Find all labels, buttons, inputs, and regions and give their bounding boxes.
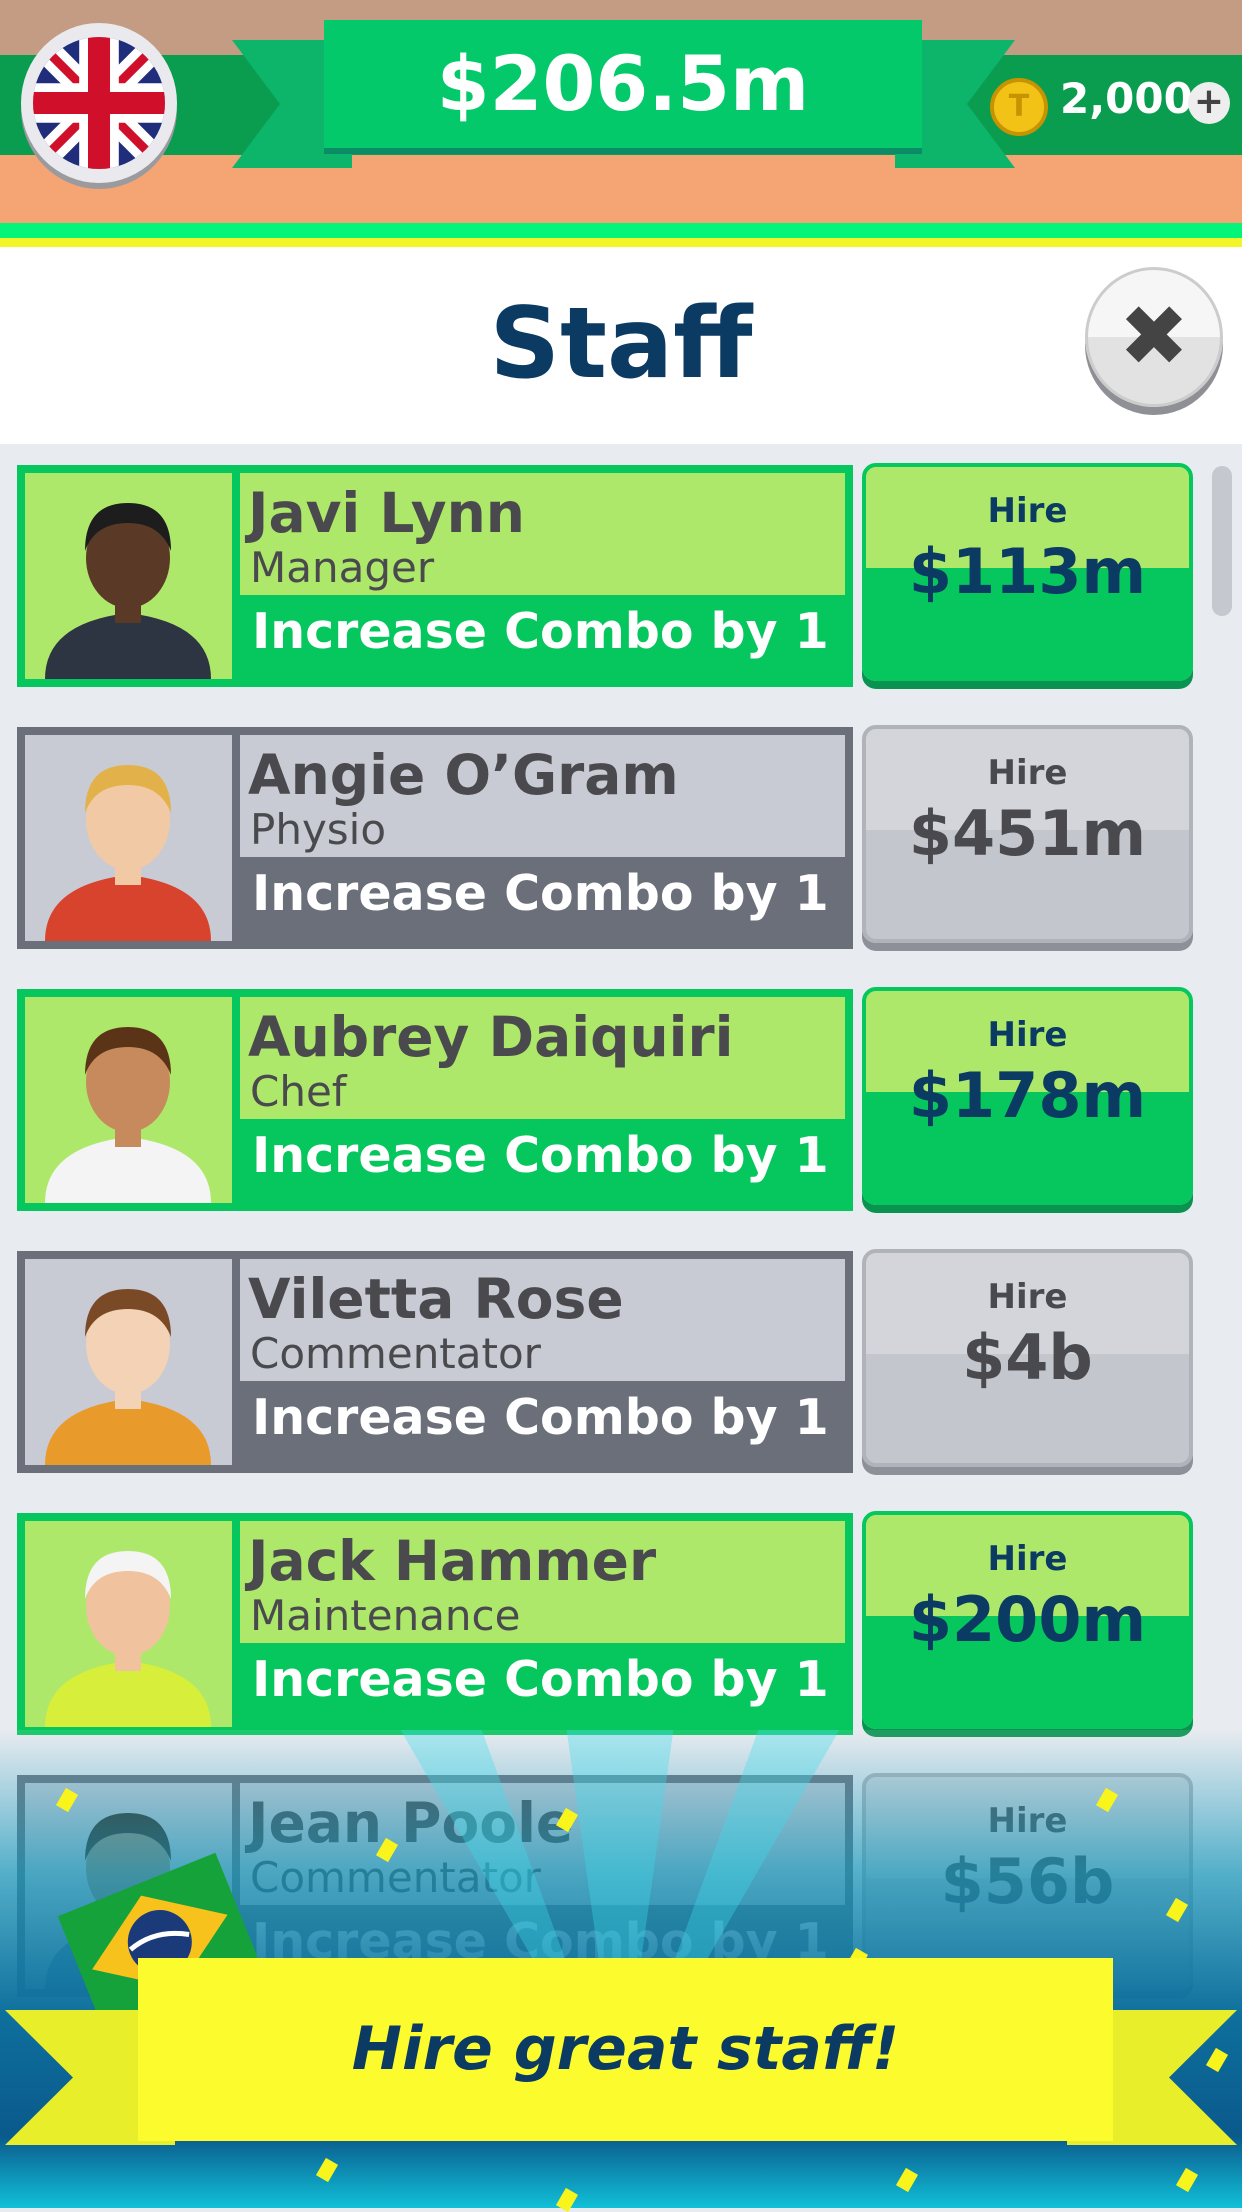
staff-header: Staff ✖: [0, 247, 1242, 444]
hire-button[interactable]: Hire $4b: [862, 1249, 1193, 1467]
staff-name: Javi Lynn: [248, 481, 525, 545]
staff-bonus: Increase Combo by 1: [240, 1381, 845, 1465]
hire-price: $4b: [962, 1321, 1093, 1394]
staff-role: Chef: [250, 1067, 347, 1116]
staff-portrait: [25, 1259, 240, 1465]
staff-name: Viletta Rose: [248, 1267, 624, 1331]
staff-row: Angie O’Gram Physio Increase Combo by 1 …: [17, 725, 1193, 949]
staff-card: Jack Hammer Maintenance Increase Combo b…: [17, 1513, 853, 1735]
hire-price: $113m: [908, 535, 1147, 608]
staff-bonus: Increase Combo by 1: [240, 1119, 845, 1203]
promo-banner: Hire great staff!: [138, 1958, 1113, 2141]
portrait-icon: [45, 1289, 211, 1465]
staff-portrait: [25, 997, 240, 1203]
staff-name: Aubrey Daiquiri: [248, 1005, 734, 1069]
hire-label: Hire: [987, 753, 1068, 793]
page-title: Staff: [489, 287, 753, 401]
portrait-icon: [45, 1551, 211, 1727]
portrait-icon: [45, 1027, 211, 1203]
staff-card: Aubrey Daiquiri Chef Increase Combo by 1: [17, 989, 853, 1211]
divider: [0, 238, 1242, 247]
staff-name: Angie O’Gram: [248, 743, 679, 807]
staff-role: Commentator: [250, 1329, 541, 1378]
staff-row: Aubrey Daiquiri Chef Increase Combo by 1…: [17, 987, 1193, 1211]
staff-bonus: Increase Combo by 1: [240, 1643, 845, 1727]
hire-button[interactable]: Hire $178m: [862, 987, 1193, 1205]
hire-label: Hire: [987, 491, 1068, 531]
hire-price: $200m: [908, 1583, 1147, 1656]
divider: [0, 223, 1242, 238]
add-coins-icon[interactable]: +: [1188, 82, 1230, 124]
hire-price: $178m: [908, 1059, 1147, 1132]
staff-role: Maintenance: [250, 1591, 521, 1640]
hire-price: $451m: [908, 797, 1147, 870]
coin-count: 2,000: [1060, 74, 1193, 123]
staff-name: Jack Hammer: [248, 1529, 657, 1593]
united-kingdom-flag-icon[interactable]: [21, 23, 177, 183]
staff-card: Viletta Rose Commentator Increase Combo …: [17, 1251, 853, 1473]
gold-coin-icon: T: [990, 78, 1048, 136]
hire-label: Hire: [987, 1539, 1068, 1579]
portrait-icon: [45, 503, 211, 679]
staff-role: Manager: [250, 543, 435, 592]
staff-portrait: [25, 735, 240, 941]
staff-role: Physio: [250, 805, 387, 854]
top-bar: $206.5m T 2,000 +: [0, 0, 1242, 247]
hire-label: Hire: [987, 1277, 1068, 1317]
staff-portrait: [25, 473, 240, 679]
cash-display: $206.5m: [324, 20, 922, 148]
close-button[interactable]: ✖: [1085, 267, 1223, 407]
staff-row: Viletta Rose Commentator Increase Combo …: [17, 1249, 1193, 1473]
hire-button[interactable]: Hire $113m: [862, 463, 1193, 681]
portrait-icon: [45, 765, 211, 941]
staff-bonus: Increase Combo by 1: [240, 857, 845, 941]
hire-button[interactable]: Hire $200m: [862, 1511, 1193, 1729]
staff-card: Angie O’Gram Physio Increase Combo by 1: [17, 727, 853, 949]
staff-card: Javi Lynn Manager Increase Combo by 1: [17, 465, 853, 687]
hire-label: Hire: [987, 1015, 1068, 1055]
staff-bonus: Increase Combo by 1: [240, 595, 845, 679]
staff-row: Jack Hammer Maintenance Increase Combo b…: [17, 1511, 1193, 1735]
scrollbar[interactable]: [1212, 466, 1232, 616]
staff-portrait: [25, 1521, 240, 1727]
staff-row: Javi Lynn Manager Increase Combo by 1 Hi…: [17, 463, 1193, 687]
hire-button[interactable]: Hire $451m: [862, 725, 1193, 943]
close-icon: ✖: [1118, 287, 1190, 385]
